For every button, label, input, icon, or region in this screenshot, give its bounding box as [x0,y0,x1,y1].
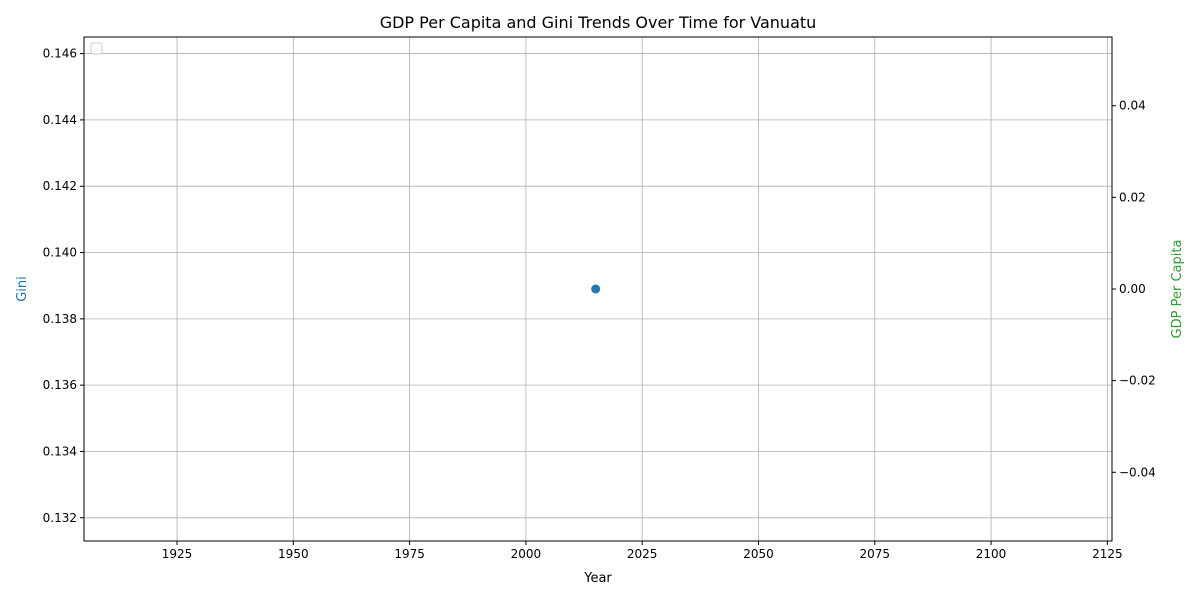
x-axis-ticks: 1925 1950 1975 2000 2025 2050 2075 2100 2125 [162,541,1123,561]
y-left-tick-label: 0.136 [43,378,77,392]
y-left-tick-label: 0.134 [43,444,77,458]
y-left-tick-label: 0.144 [43,113,77,127]
y-right-axis-label: GDP Per Capita [1170,240,1185,339]
y-left-tick-label: 0.140 [43,246,77,260]
y-left-tick-label: 0.138 [43,312,77,326]
y-right-tick-label: 0.04 [1119,99,1146,113]
y-right-axis-ticks: −0.04 −0.02 0.00 0.02 0.04 [1112,99,1156,479]
y-right-tick-label: −0.04 [1119,465,1156,479]
y-right-tick-label: −0.02 [1119,374,1156,388]
y-right-tick-label: 0.02 [1119,190,1146,204]
y-right-tick-label: 0.00 [1119,282,1146,296]
x-tick-label: 2025 [627,547,658,561]
x-tick-label: 1925 [162,547,193,561]
x-tick-label: 1975 [394,547,425,561]
grid-lines [84,37,1112,541]
y-left-tick-label: 0.142 [43,179,77,193]
x-tick-label: 2000 [511,547,542,561]
x-tick-label: 2100 [976,547,1007,561]
x-tick-label: 1950 [278,547,309,561]
y-left-tick-label: 0.132 [43,511,77,525]
data-point [591,284,601,294]
x-axis-label: Year [583,571,612,586]
x-tick-label: 2125 [1092,547,1123,561]
y-left-tick-label: 0.146 [43,47,77,61]
legend-box [90,42,103,55]
x-tick-label: 2075 [859,547,890,561]
data-points [591,284,601,294]
y-left-axis-label: Gini [15,276,30,302]
chart-title: GDP Per Capita and Gini Trends Over Time… [380,13,817,32]
y-left-axis-ticks: 0.132 0.134 0.136 0.138 0.140 0.142 0.144 0.146 [43,47,84,525]
x-tick-label: 2050 [743,547,774,561]
